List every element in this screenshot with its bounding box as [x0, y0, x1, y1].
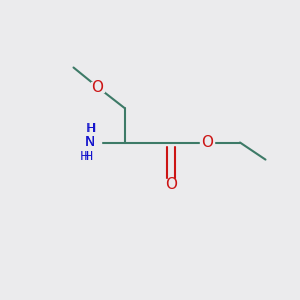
Text: N: N: [85, 136, 95, 149]
Text: H: H: [84, 149, 93, 163]
Text: O: O: [165, 177, 177, 192]
Bar: [200, 137, 214, 148]
Bar: [80, 124, 100, 160]
Text: H: H: [87, 122, 96, 136]
Bar: [91, 82, 104, 92]
Text: H: H: [79, 149, 89, 163]
Text: O: O: [92, 80, 104, 94]
Text: O: O: [201, 135, 213, 150]
Text: N: N: [85, 136, 95, 149]
Text: H: H: [85, 122, 95, 136]
Bar: [164, 179, 178, 190]
